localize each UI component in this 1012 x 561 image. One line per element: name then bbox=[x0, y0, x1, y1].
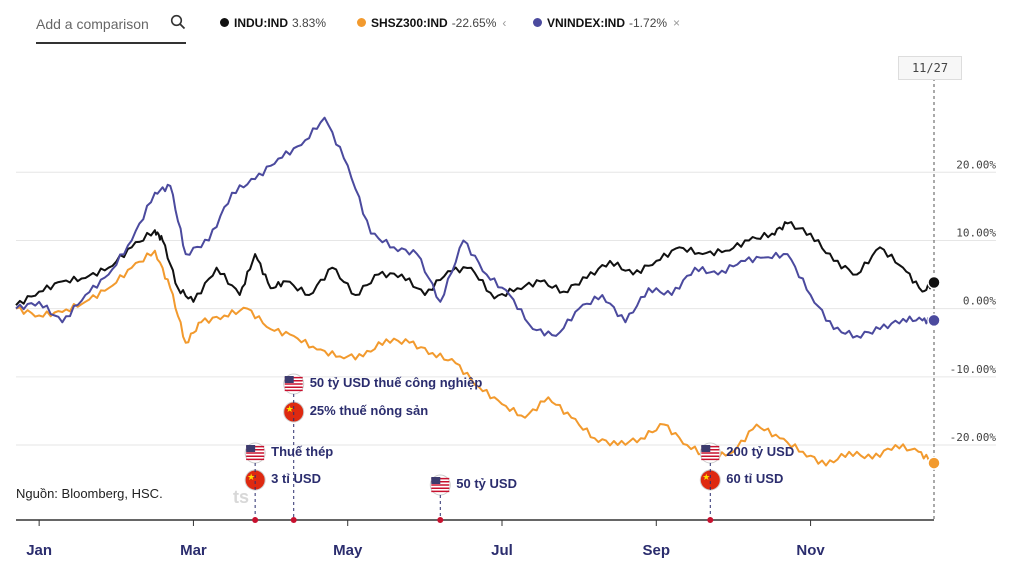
watermark: ts bbox=[233, 487, 250, 507]
source-note: Nguồn: Bloomberg, HSC. bbox=[16, 486, 163, 501]
legend-change: -22.65% bbox=[451, 16, 497, 30]
annotation-marker bbox=[290, 517, 297, 523]
flag-canton bbox=[701, 445, 711, 452]
flag-star: ★ bbox=[286, 404, 294, 414]
legend-remove-icon[interactable]: ‹ bbox=[502, 16, 507, 30]
legend-dot-shsz300 bbox=[357, 18, 366, 27]
legend-indu[interactable]: INDU:IND 3.83% bbox=[220, 16, 326, 30]
series-endpoint-shsz300 bbox=[927, 456, 941, 470]
annotation-label: 60 tỉ USD bbox=[726, 471, 784, 486]
x-tick-label: Jan bbox=[26, 542, 52, 559]
legend-ticker: INDU:IND bbox=[234, 16, 288, 30]
y-tick-label: 10.00% bbox=[956, 226, 996, 239]
annotation-label: Thuế thép bbox=[271, 444, 334, 459]
legend-change: 3.83% bbox=[292, 16, 327, 30]
y-tick-label: 0.00% bbox=[963, 295, 996, 308]
annotation-marker bbox=[252, 517, 259, 523]
x-tick-label: Mar bbox=[180, 542, 207, 559]
series-line-vnindex bbox=[15, 116, 935, 339]
x-tick-label: Jul bbox=[491, 542, 513, 559]
series-endpoint-indu bbox=[927, 275, 941, 290]
x-tick-label: Sep bbox=[643, 542, 671, 559]
flag-star: ★ bbox=[247, 472, 255, 482]
search-icon[interactable] bbox=[170, 14, 186, 30]
toolbar: Add a comparison INDU:IND 3.83% SHSZ300:I… bbox=[0, 0, 1012, 48]
legend-shsz300[interactable]: SHSZ300:IND -22.65% ‹ bbox=[357, 16, 506, 30]
comparison-search[interactable]: Add a comparison bbox=[36, 10, 186, 44]
legend-ticker: SHSZ300:IND bbox=[371, 16, 448, 30]
y-tick-label: -20.00% bbox=[950, 431, 997, 444]
legend-change: -1.72% bbox=[629, 16, 668, 30]
series-line-shsz300 bbox=[15, 249, 935, 467]
annotation-label: 50 tỷ USD bbox=[456, 476, 517, 491]
annotation-label: 25% thuế nông sản bbox=[309, 403, 429, 418]
series-endpoint-vnindex bbox=[927, 313, 941, 328]
legend-dot-indu bbox=[220, 18, 229, 27]
x-tick-label: Nov bbox=[796, 542, 825, 559]
flag-star: ★ bbox=[702, 472, 710, 482]
legend-ticker: VNINDEX:IND bbox=[547, 16, 626, 30]
flag-canton bbox=[284, 376, 294, 383]
search-input[interactable]: Add a comparison bbox=[36, 16, 149, 32]
annotation-label: 200 tỷ USD bbox=[726, 444, 795, 459]
x-tick-label: May bbox=[333, 542, 363, 559]
annotation-marker bbox=[707, 517, 714, 523]
crosshair-date: 11/27 bbox=[898, 56, 962, 80]
annotation-label: 3 tỉ USD bbox=[271, 471, 321, 486]
flag-canton bbox=[431, 477, 441, 484]
y-tick-label: -10.00% bbox=[950, 363, 997, 376]
legend-vnindex[interactable]: VNINDEX:IND -1.72% × bbox=[533, 16, 680, 30]
legend-dot-vnindex bbox=[533, 18, 542, 27]
series-line-indu bbox=[15, 221, 935, 306]
legend-remove-icon[interactable]: × bbox=[673, 16, 681, 30]
y-tick-label: 20.00% bbox=[956, 158, 996, 171]
annotation-marker bbox=[437, 517, 444, 523]
annotation-label: 50 tỷ USD thuế công nghiệp bbox=[309, 375, 483, 390]
flag-canton bbox=[246, 445, 256, 452]
